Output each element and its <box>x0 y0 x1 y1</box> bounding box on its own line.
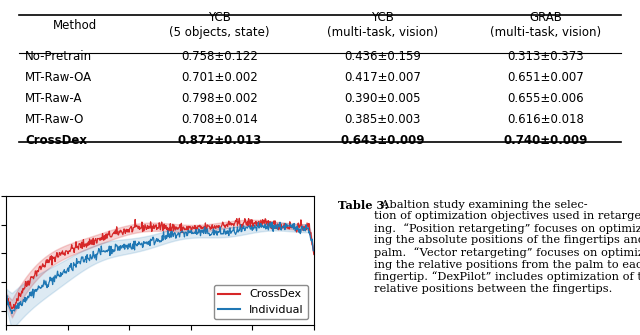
CrossDex <box>149 226 157 230</box>
CrossDex <box>186 224 194 228</box>
Line: Individual: Individual <box>6 222 314 314</box>
Line: CrossDex: CrossDex <box>6 218 314 309</box>
Individual <box>186 230 194 234</box>
Individual <box>268 220 276 224</box>
CrossDex <box>3 295 10 299</box>
Individual <box>255 226 263 230</box>
CrossDex <box>236 216 243 220</box>
CrossDex <box>8 307 15 311</box>
Individual <box>310 249 317 253</box>
CrossDex <box>151 225 159 229</box>
Text: Table 3:: Table 3: <box>339 200 389 211</box>
Individual <box>151 241 159 245</box>
Individual <box>304 226 312 230</box>
Individual <box>170 234 177 239</box>
Text: Abaltion study examining the selec-
tion of optimization objectives used in reta: Abaltion study examining the selec- tion… <box>374 200 640 294</box>
Individual <box>8 312 16 316</box>
CrossDex <box>310 253 317 257</box>
Legend: CrossDex, Individual: CrossDex, Individual <box>214 285 308 319</box>
CrossDex <box>170 229 177 233</box>
Individual <box>3 294 10 298</box>
CrossDex <box>256 223 264 227</box>
CrossDex <box>304 223 312 227</box>
Individual <box>149 235 157 239</box>
